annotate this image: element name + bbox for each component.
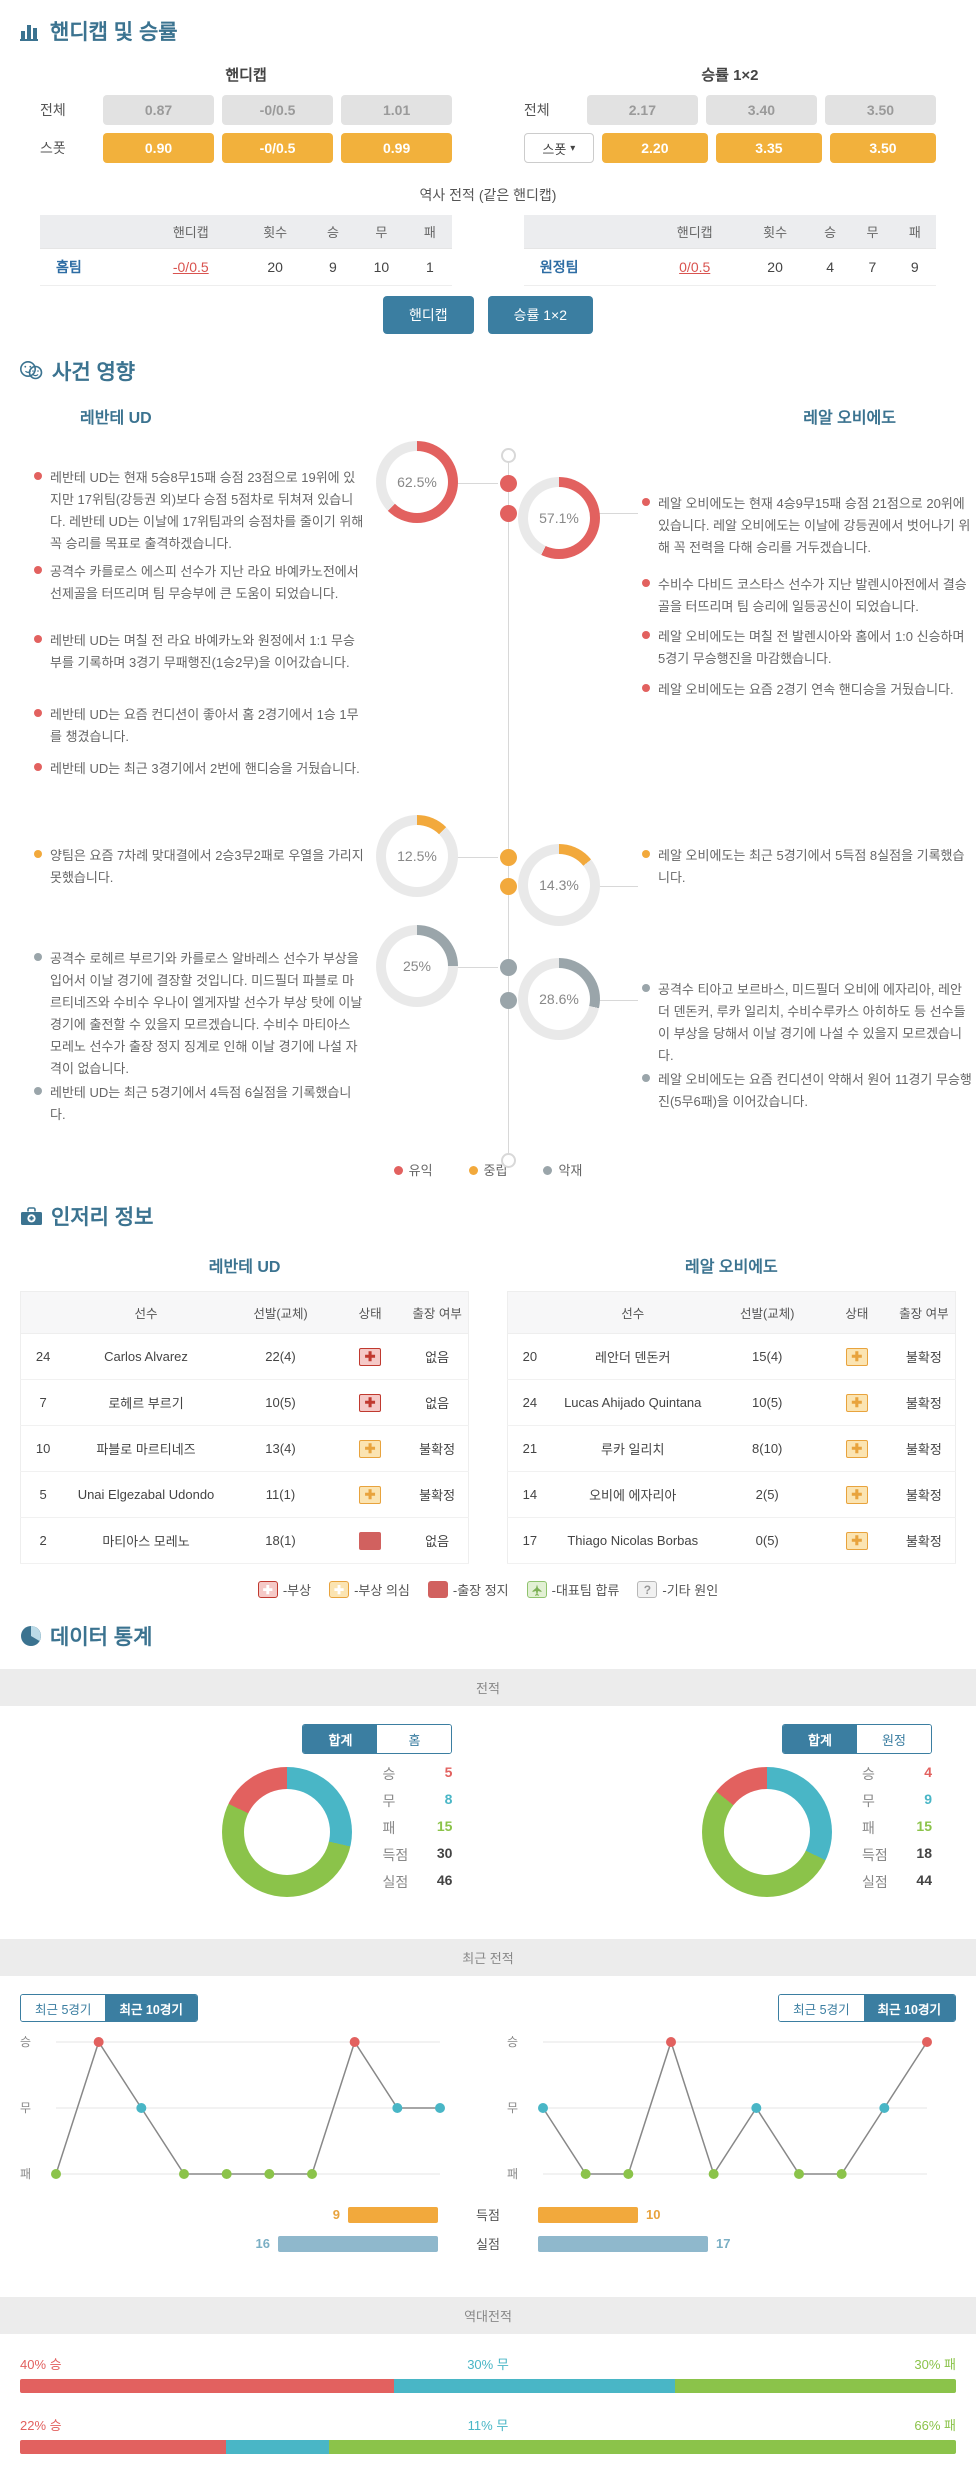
svg-text:무: 무 (507, 2101, 518, 2115)
svg-text:승: 승 (507, 2035, 518, 2049)
svg-text:패: 패 (507, 2167, 518, 2181)
svg-text:패: 패 (20, 2167, 31, 2181)
svg-text:승: 승 (20, 2035, 31, 2049)
svg-text:무: 무 (20, 2101, 31, 2115)
